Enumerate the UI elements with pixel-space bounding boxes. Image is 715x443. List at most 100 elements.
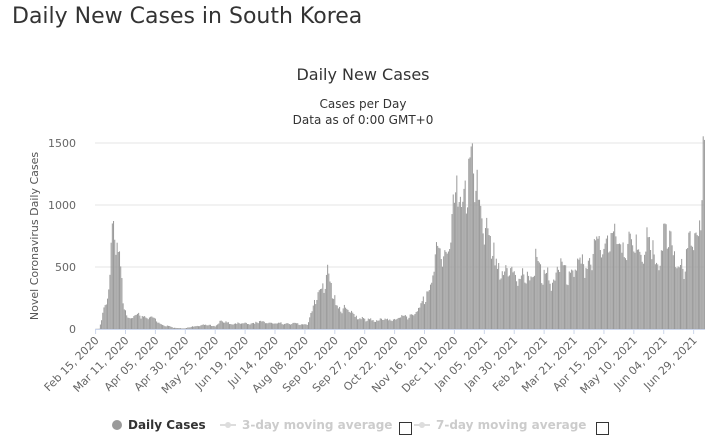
- bar[interactable]: [273, 323, 275, 329]
- bar[interactable]: [394, 318, 396, 329]
- bar[interactable]: [664, 223, 666, 329]
- bar[interactable]: [249, 324, 251, 329]
- bar[interactable]: [261, 321, 263, 329]
- bar[interactable]: [264, 323, 266, 329]
- bar[interactable]: [650, 250, 652, 329]
- bar[interactable]: [446, 253, 448, 329]
- bar[interactable]: [175, 327, 177, 329]
- bar[interactable]: [516, 281, 518, 329]
- bar[interactable]: [690, 245, 692, 329]
- bar[interactable]: [120, 266, 122, 329]
- bar[interactable]: [221, 321, 223, 329]
- bar[interactable]: [260, 320, 262, 329]
- bar[interactable]: [354, 316, 356, 329]
- bar[interactable]: [653, 254, 655, 329]
- bar[interactable]: [142, 316, 144, 329]
- bar[interactable]: [109, 274, 111, 329]
- bar[interactable]: [611, 233, 613, 329]
- bar[interactable]: [440, 259, 442, 329]
- bar[interactable]: [581, 254, 583, 329]
- bar[interactable]: [513, 271, 515, 329]
- bar[interactable]: [299, 325, 301, 329]
- bar[interactable]: [290, 324, 292, 329]
- bar[interactable]: [330, 283, 332, 329]
- bar[interactable]: [416, 311, 418, 329]
- bar[interactable]: [360, 319, 362, 329]
- bar[interactable]: [593, 239, 595, 329]
- bar[interactable]: [469, 157, 471, 329]
- bar[interactable]: [656, 262, 658, 329]
- bar[interactable]: [202, 324, 204, 329]
- bar[interactable]: [126, 315, 128, 329]
- bar[interactable]: [676, 268, 678, 329]
- bar[interactable]: [459, 196, 461, 329]
- bar[interactable]: [319, 289, 321, 329]
- bar[interactable]: [276, 323, 278, 329]
- bar[interactable]: [355, 315, 357, 329]
- bar[interactable]: [583, 264, 585, 329]
- bar[interactable]: [435, 242, 437, 329]
- bar[interactable]: [486, 217, 488, 329]
- bar[interactable]: [432, 275, 434, 329]
- bar[interactable]: [166, 325, 168, 329]
- bar[interactable]: [546, 272, 548, 329]
- bar[interactable]: [697, 236, 699, 329]
- bar[interactable]: [236, 323, 238, 329]
- bar[interactable]: [659, 265, 661, 329]
- bar[interactable]: [598, 236, 600, 329]
- bar[interactable]: [526, 271, 528, 329]
- bar[interactable]: [677, 266, 679, 330]
- bar[interactable]: [379, 318, 381, 329]
- bar[interactable]: [532, 276, 534, 329]
- bar[interactable]: [384, 318, 386, 329]
- bar[interactable]: [544, 273, 546, 329]
- bar[interactable]: [671, 245, 673, 329]
- bar[interactable]: [371, 320, 373, 329]
- bar[interactable]: [678, 267, 680, 329]
- bar[interactable]: [547, 267, 549, 330]
- bar[interactable]: [541, 283, 543, 329]
- bar[interactable]: [462, 201, 464, 329]
- bar[interactable]: [525, 283, 527, 329]
- bar[interactable]: [227, 322, 229, 329]
- bar[interactable]: [499, 279, 501, 329]
- bar[interactable]: [481, 218, 483, 329]
- bar[interactable]: [182, 328, 184, 329]
- bar[interactable]: [437, 245, 439, 329]
- bar[interactable]: [293, 322, 295, 329]
- bar[interactable]: [366, 320, 368, 329]
- bar[interactable]: [487, 228, 489, 329]
- bar[interactable]: [684, 271, 686, 329]
- bar[interactable]: [121, 278, 123, 329]
- bar[interactable]: [285, 323, 287, 329]
- bar[interactable]: [176, 328, 178, 329]
- bar[interactable]: [193, 326, 195, 329]
- bar[interactable]: [368, 319, 371, 329]
- bar[interactable]: [504, 271, 506, 329]
- bar[interactable]: [252, 322, 254, 329]
- bar[interactable]: [632, 245, 634, 329]
- bar[interactable]: [408, 317, 410, 329]
- bar[interactable]: [340, 311, 342, 329]
- bar[interactable]: [451, 214, 453, 329]
- bar[interactable]: [645, 251, 647, 329]
- bar[interactable]: [205, 324, 207, 329]
- bar[interactable]: [470, 146, 472, 329]
- bar[interactable]: [663, 223, 665, 329]
- bar[interactable]: [160, 324, 162, 329]
- bar[interactable]: [473, 173, 475, 330]
- bar[interactable]: [342, 308, 344, 329]
- bar[interactable]: [358, 319, 360, 329]
- bar[interactable]: [156, 321, 158, 329]
- bar[interactable]: [681, 258, 683, 329]
- bar[interactable]: [538, 262, 540, 329]
- bar[interactable]: [455, 192, 457, 329]
- bar[interactable]: [584, 277, 586, 329]
- bar[interactable]: [245, 322, 247, 329]
- bar[interactable]: [223, 322, 225, 329]
- bar[interactable]: [620, 244, 622, 329]
- bar[interactable]: [616, 244, 618, 329]
- bar[interactable]: [374, 321, 376, 329]
- bar[interactable]: [540, 264, 542, 329]
- bar[interactable]: [590, 264, 592, 329]
